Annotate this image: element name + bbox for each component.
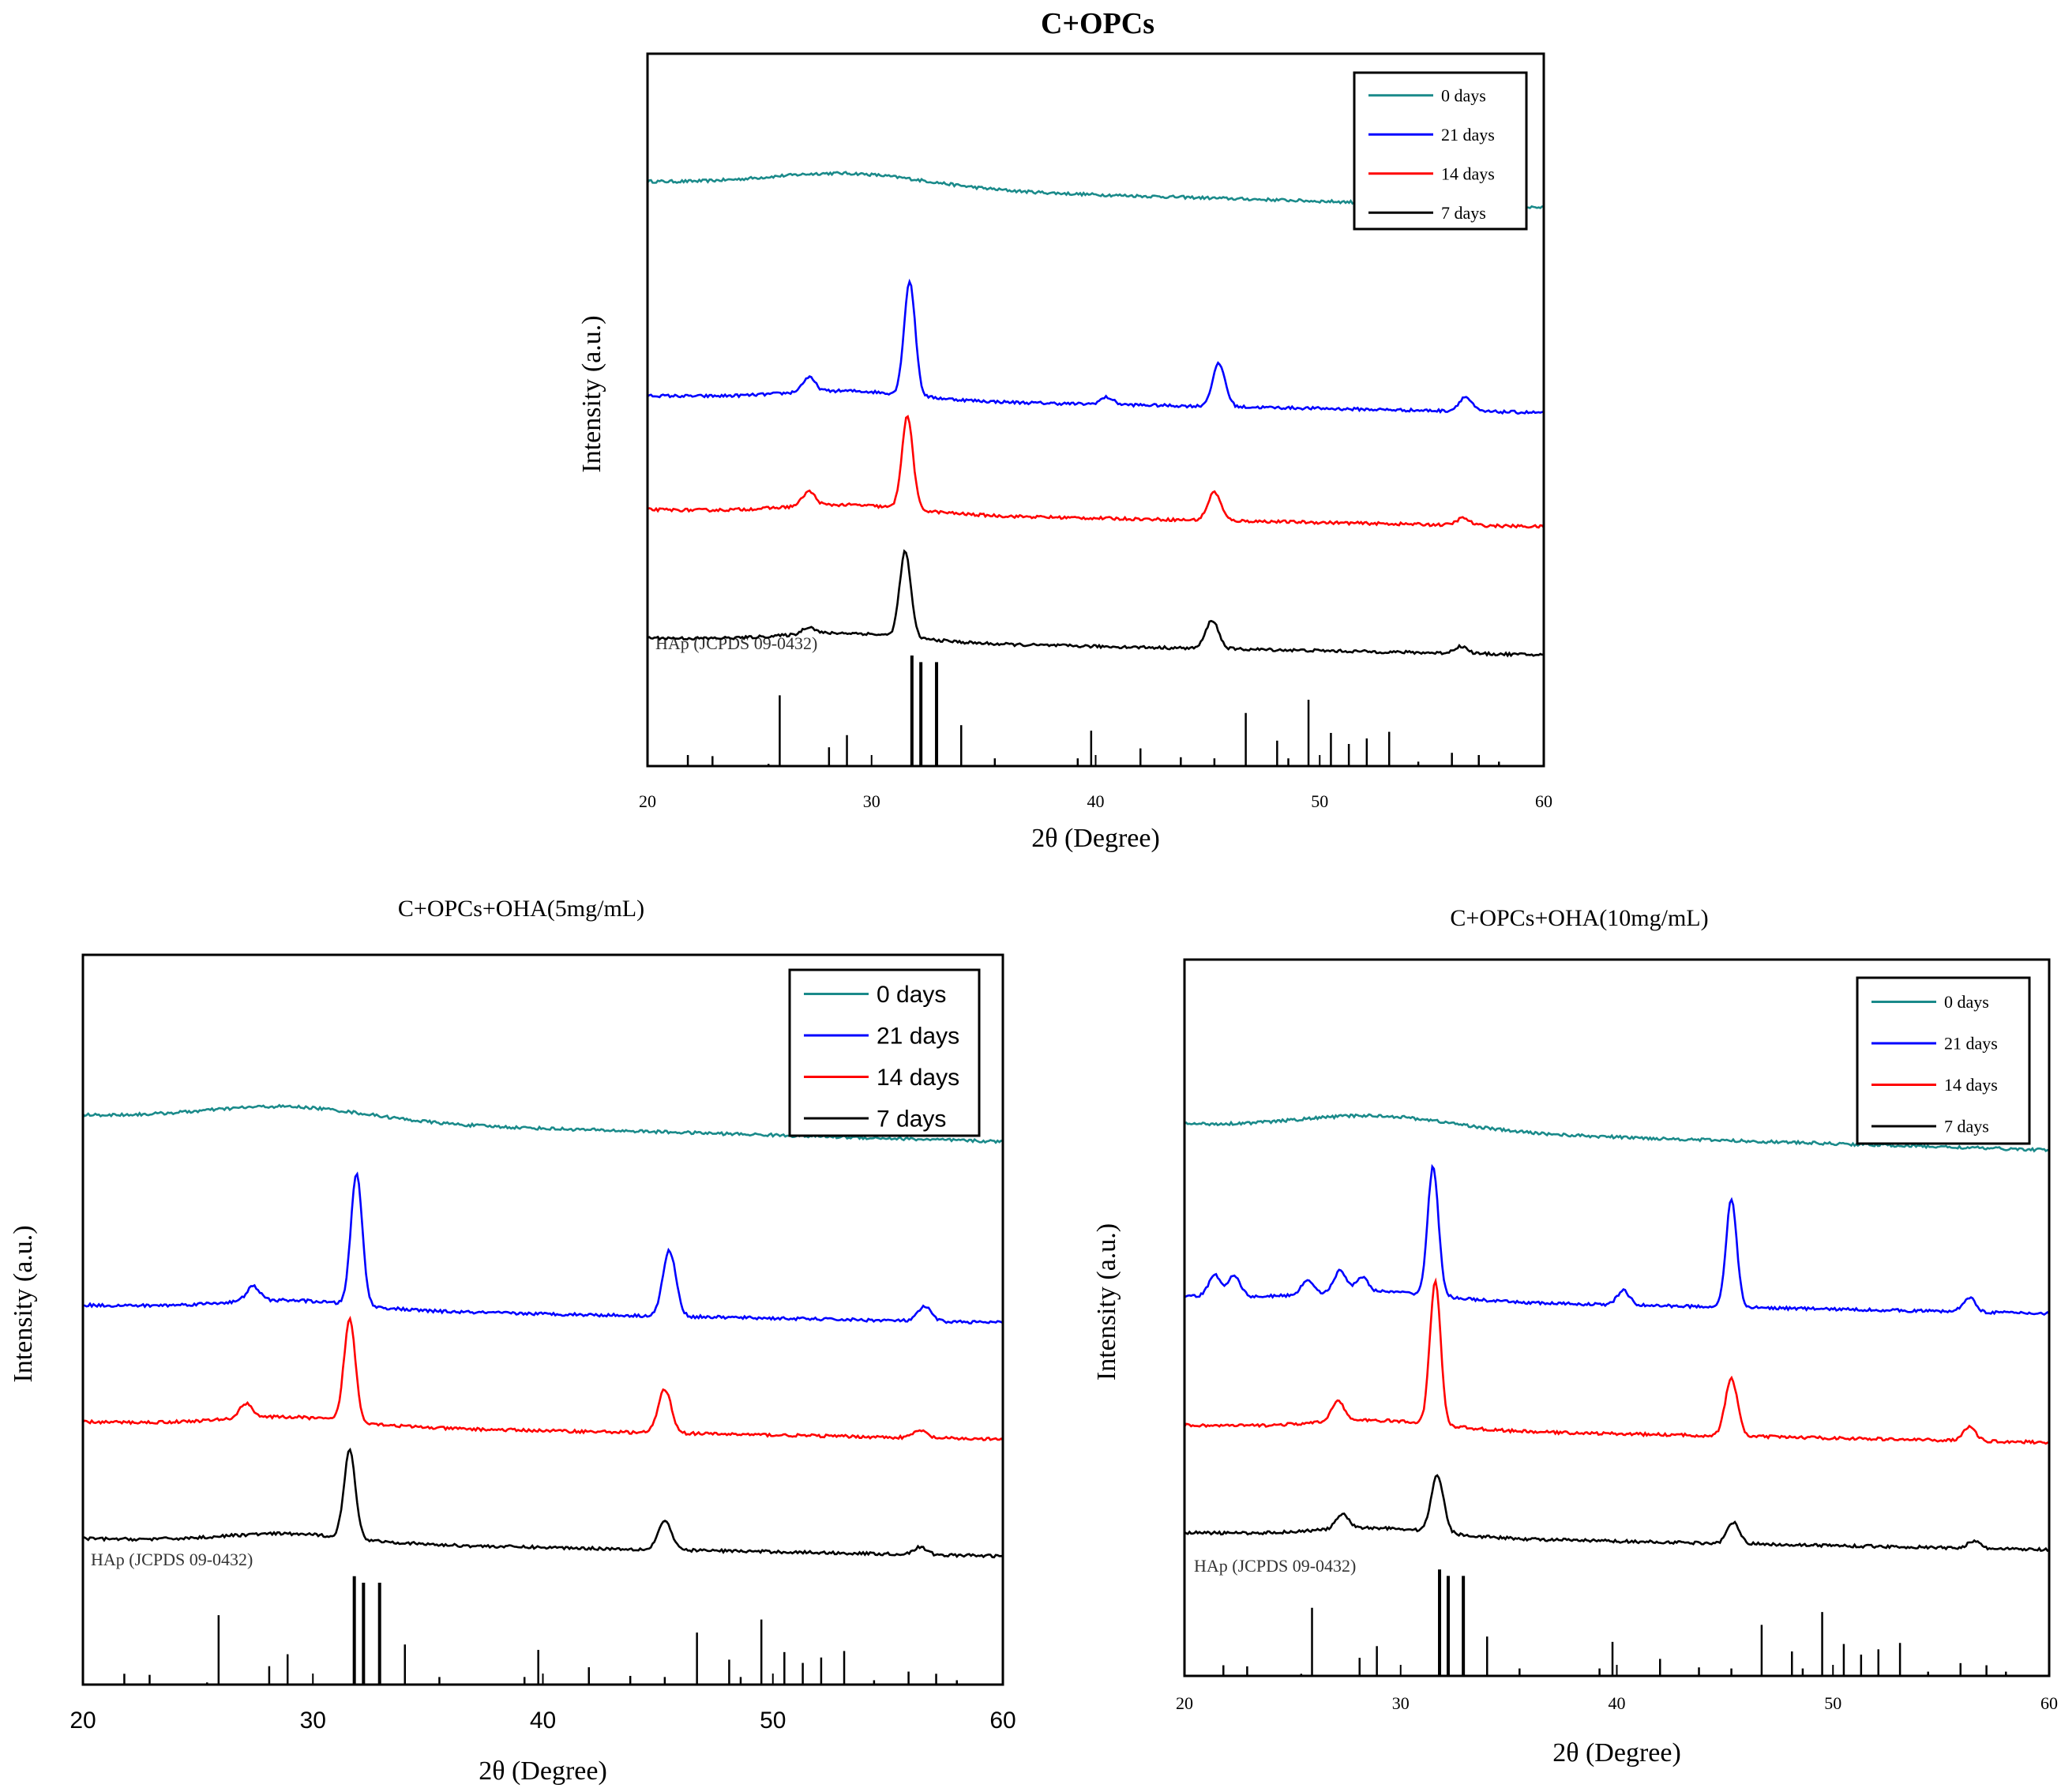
x-tick-label: 60 [2040, 1693, 2058, 1713]
series-line-14-days [1183, 1277, 2050, 1445]
series-line-7-days [647, 549, 1545, 658]
x-tick-label: 50 [1824, 1693, 1841, 1713]
x-axis-label: 2θ (Degree) [1031, 824, 1160, 853]
chart-title: C+OPCs+OHA(5mg/mL) [398, 896, 644, 922]
x-tick-label: 30 [1392, 1693, 1410, 1713]
legend-label: 14 days [1944, 1075, 1998, 1095]
x-tick-label: 50 [760, 1707, 786, 1734]
legend-box [788, 968, 981, 1137]
x-tick-label: 40 [530, 1707, 556, 1734]
series-line-0-days [1184, 1113, 2050, 1153]
x-tick-label: 60 [1535, 791, 1552, 811]
series-line-0-days [82, 1103, 1004, 1144]
x-tick-label: 40 [1087, 791, 1105, 811]
x-tick-label: 20 [1176, 1693, 1193, 1713]
x-tick-label: 20 [69, 1707, 96, 1734]
series-line-21-days [647, 278, 1545, 415]
reference-pattern [1222, 1569, 2007, 1676]
x-tick-label: 30 [863, 791, 880, 811]
y-axis-label: Intensity (a.u.) [1092, 1223, 1121, 1381]
legend-label: 0 days [1944, 992, 1989, 1012]
reference-pattern [123, 1576, 958, 1685]
x-tick-label: 40 [1609, 1693, 1626, 1713]
series-line-21-days [83, 1171, 1004, 1325]
legend-label: 7 days [1441, 203, 1486, 223]
reference-label: HAp (JCPDS 09-0432) [1194, 1556, 1356, 1576]
x-tick-label: 50 [1311, 791, 1328, 811]
chart-title: C+OPCs+OHA(10mg/mL) [1450, 905, 1708, 931]
y-axis-label: Intensity (a.u.) [9, 1225, 38, 1382]
legend: 0 days 21 days 14 days 7 days [1856, 976, 2031, 1145]
x-tick-label: 30 [300, 1707, 326, 1734]
legend-label: 0 days [877, 982, 946, 1008]
series-line-14-days [647, 415, 1545, 529]
chart-panel-2: C+OPCs+OHA(5mg/mL) HAp (JCPDS 09-0432) 20 3… [9, 896, 1016, 1786]
chart-title: C+OPCs [1041, 7, 1154, 40]
series-line-14-days [82, 1315, 1004, 1441]
x-tick-label: 60 [989, 1707, 1015, 1734]
series-line-7-days [1184, 1474, 2050, 1553]
legend-label: 7 days [1944, 1117, 1989, 1136]
legend-label: 14 days [877, 1065, 959, 1091]
reference-pattern [686, 655, 1500, 766]
x-axis-label: 2θ (Degree) [1552, 1738, 1681, 1768]
legend-box [1856, 976, 2031, 1145]
series-line-7-days [82, 1447, 1004, 1559]
reference-label: HAp (JCPDS 09-0432) [91, 1550, 253, 1569]
legend-label: 21 days [877, 1023, 959, 1049]
series-line-21-days [1184, 1163, 2050, 1316]
legend-label: 21 days [1441, 125, 1495, 145]
x-tick-label: 20 [639, 791, 656, 811]
x-axis-label: 2θ (Degree) [479, 1756, 607, 1786]
legend-box [1353, 71, 1528, 231]
legend: 0 days 21 days 14 days 7 days [788, 968, 981, 1137]
legend-label: 21 days [1944, 1034, 1998, 1054]
y-axis-label: Intensity (a.u.) [577, 315, 606, 472]
legend-label: 7 days [877, 1106, 946, 1132]
legend-label: 14 days [1441, 163, 1495, 183]
chart-panel-3: C+OPCs+OHA(10mg/mL) HAp (JCPDS 09-0432) 20… [1092, 905, 2058, 1768]
legend: 0 days 21 days 14 days 7 days [1353, 71, 1528, 231]
legend-label: 0 days [1441, 85, 1486, 105]
